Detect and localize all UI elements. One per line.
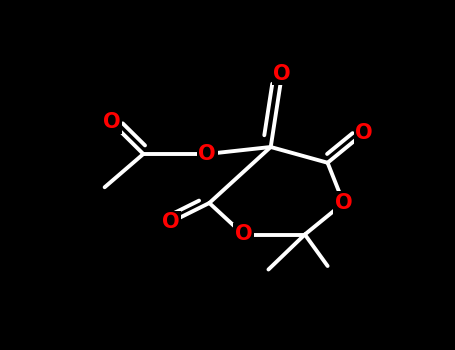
Text: O: O [273,63,291,84]
Text: O: O [355,123,373,143]
Text: O: O [335,193,352,213]
Text: O: O [103,112,120,133]
Text: O: O [162,212,179,232]
Text: O: O [235,224,252,245]
Text: O: O [198,144,216,164]
